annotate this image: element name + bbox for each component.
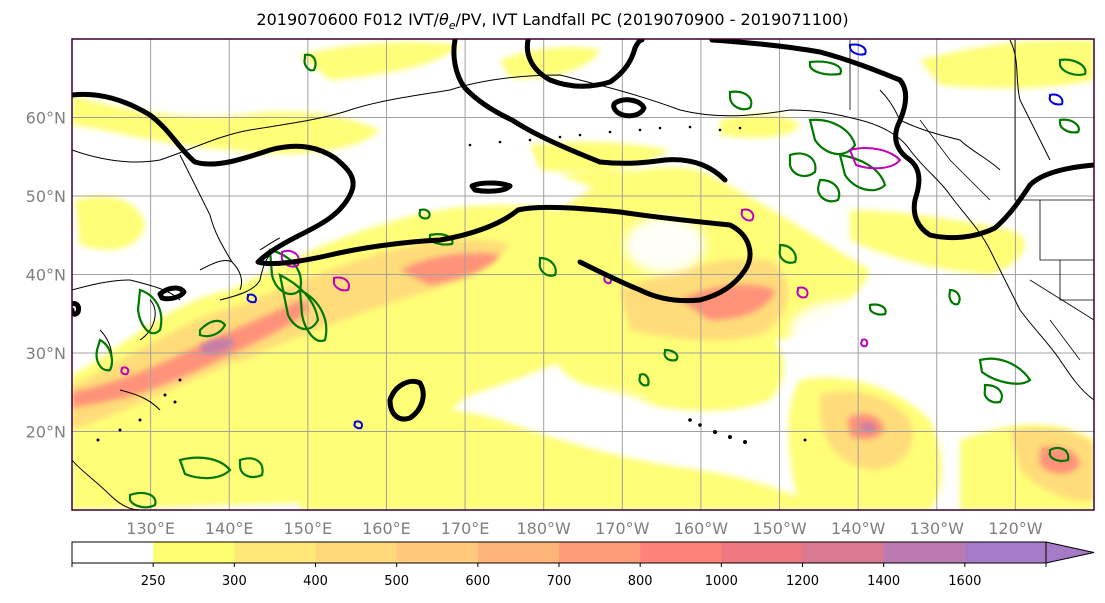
- lat-tick-label: 60°N: [26, 109, 66, 128]
- colorbar-swatch: [315, 542, 398, 563]
- colorbar-swatch: [559, 542, 641, 563]
- lat-tick-label: 50°N: [26, 187, 66, 206]
- lon-tick-label: 160°W: [674, 519, 729, 538]
- colorbar-swatch: [477, 542, 560, 563]
- lon-tick-label: 170°W: [595, 519, 650, 538]
- lon-tick-label: 150°W: [752, 519, 807, 538]
- colorbar-swatch: [153, 542, 235, 563]
- colorbar-swatch: [72, 542, 154, 563]
- colorbar-level-label: 250: [141, 574, 166, 589]
- colorbar-swatch: [964, 542, 1047, 563]
- colorbar-swatch: [640, 542, 722, 563]
- longitude-labels: 130°E 140°E 150°E 160°E 170°E 180°W 170°W 160°W…: [126, 519, 1042, 538]
- colorbar-level-label: 1000: [705, 574, 738, 589]
- colorbar-swatch: [396, 542, 479, 563]
- lon-tick-label: 140°W: [831, 519, 886, 538]
- map-frame: [71, 38, 1095, 511]
- lon-tick-label: 150°E: [284, 519, 333, 538]
- colorbar-swatch: [802, 542, 885, 563]
- colorbar-level-label: 500: [384, 574, 409, 589]
- lat-tick-label: 30°N: [26, 344, 66, 363]
- lon-tick-label: 130°E: [126, 519, 175, 538]
- lat-tick-label: 40°N: [26, 266, 66, 285]
- lon-tick-label: 140°E: [205, 519, 254, 538]
- colorbar-level-label: 600: [465, 574, 490, 589]
- lon-tick-label: 160°E: [362, 519, 411, 538]
- colorbar: [71, 541, 1095, 564]
- colorbar-swatch: [883, 542, 966, 563]
- colorbar-level-label: 800: [628, 574, 653, 589]
- colorbar-swatch: [721, 542, 803, 563]
- colorbar-level-label: 1200: [786, 574, 819, 589]
- chart-title: 2019070600 F012 IVT/θe/PV, IVT Landfall …: [256, 10, 849, 33]
- ivt-shading: [72, 40, 1094, 510]
- colorbar-level-label: 400: [303, 574, 328, 589]
- colorbar-level-label: 1400: [867, 574, 900, 589]
- latitude-labels: 20°N 30°N 40°N 50°N 60°N: [26, 109, 66, 442]
- colorbar-level-label: 1600: [948, 574, 981, 589]
- lon-tick-label: 130°W: [910, 519, 965, 538]
- graticule: [72, 39, 1094, 510]
- colorbar-level-label: 300: [222, 574, 247, 589]
- coastlines: [72, 39, 1094, 510]
- pv-contours-magenta: [120, 147, 902, 376]
- political-borders: [849, 40, 1094, 361]
- map-layers: [72, 39, 1094, 510]
- colorbar-level-label: 700: [547, 574, 572, 589]
- lon-tick-label: 180°W: [517, 519, 572, 538]
- islands: [96, 125, 807, 444]
- lat-tick-label: 20°N: [26, 423, 66, 442]
- colorbar-extend-arrow: [1045, 541, 1095, 564]
- pv-contours-blue: [246, 43, 1064, 430]
- pv-contours-green: [95, 53, 1087, 509]
- lon-tick-label: 120°W: [988, 519, 1043, 538]
- thetae-contours: [72, 39, 1094, 422]
- colorbar-labels: 250 300 400 500 600 700 800 1000 1200 1400 1600: [71, 563, 1047, 589]
- lon-tick-label: 170°E: [441, 519, 490, 538]
- colorbar-swatch: [234, 542, 316, 563]
